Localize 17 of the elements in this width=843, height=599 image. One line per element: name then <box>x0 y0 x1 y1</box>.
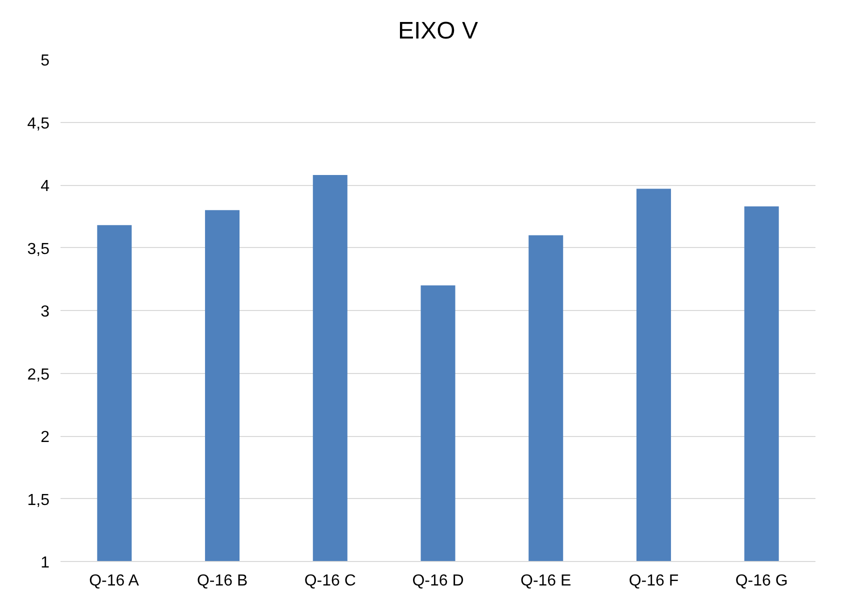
y-tick-label: 5 <box>40 52 50 70</box>
y-tick-label: 4 <box>40 178 50 195</box>
x-tick-label: Q-16 F <box>628 572 679 590</box>
x-tick-label: Q-16 A <box>89 572 140 590</box>
y-tick-label: 3,5 <box>27 240 50 258</box>
y-tick-label: 1 <box>40 554 50 572</box>
y-tick-label: 4,5 <box>27 115 50 132</box>
y-tick-label: 2,5 <box>27 366 50 384</box>
x-tick-label: Q-16 G <box>735 572 788 590</box>
chart-title: EIXO V <box>398 18 478 44</box>
y-tick-label: 3 <box>40 304 50 320</box>
y-tick-label: 1,5 <box>27 492 50 509</box>
x-tick-label: Q-16 D <box>412 572 464 590</box>
x-tick-label: Q-16 E <box>520 572 572 590</box>
x-tick-label: Q-16 B <box>196 572 248 590</box>
x-tick-label: Q-16 C <box>304 572 356 590</box>
y-tick-label: 2 <box>40 429 50 446</box>
